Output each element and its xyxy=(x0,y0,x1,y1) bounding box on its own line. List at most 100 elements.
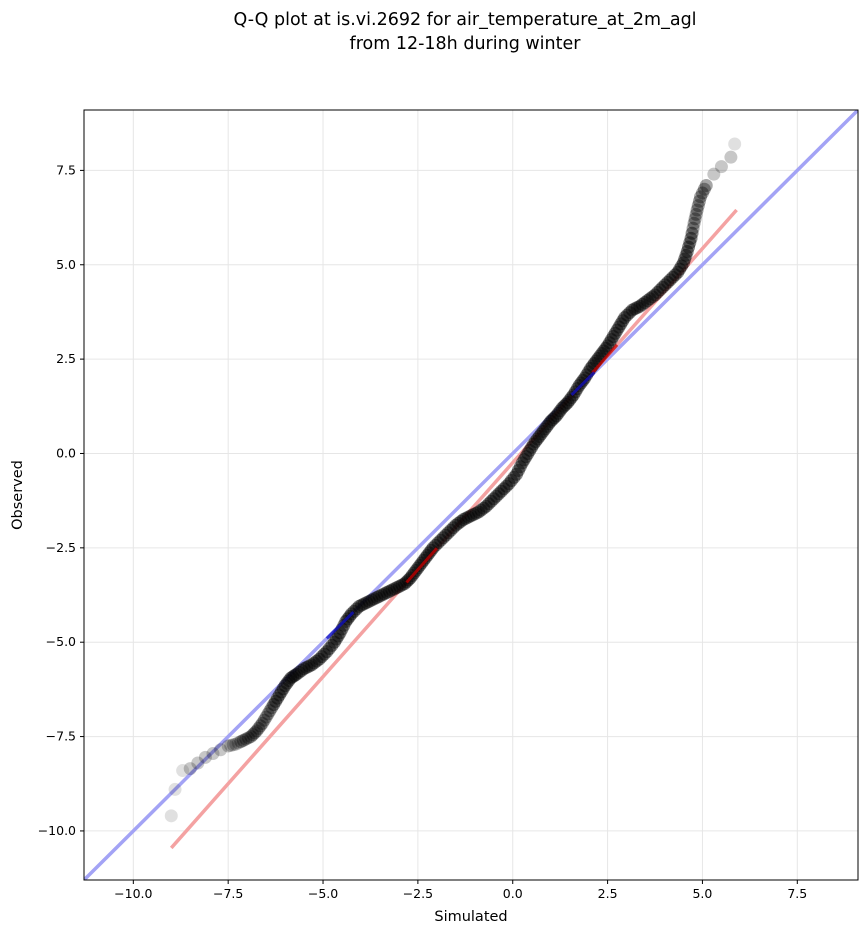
qq-point xyxy=(604,333,618,347)
qq-point xyxy=(362,594,376,608)
qq-point xyxy=(322,641,336,655)
qq-point xyxy=(377,587,391,601)
y-tick-label: 0.0 xyxy=(56,445,76,460)
qq-point xyxy=(521,446,535,460)
qq-point xyxy=(661,275,675,289)
qq-point xyxy=(561,396,575,410)
chart-title-line-1: Q-Q plot at is.vi.2692 for air_temperatu… xyxy=(233,10,696,30)
qq-point xyxy=(675,259,689,273)
qq-point xyxy=(494,484,508,498)
qq-point xyxy=(635,297,649,311)
qq-point xyxy=(620,308,634,322)
qq-point xyxy=(510,467,524,481)
qq-point xyxy=(267,697,281,711)
qq-point xyxy=(549,409,563,423)
qq-point xyxy=(517,453,531,467)
qq-point xyxy=(502,477,516,491)
qq-point xyxy=(623,306,637,320)
y-tick-label: −2.5 xyxy=(46,540,76,555)
y-axis-ticks: −10.0 −7.5 −5.0 −2.5 0.0 2.5 5.0 7.5 xyxy=(38,162,84,838)
qq-point xyxy=(614,317,628,331)
qq-point xyxy=(692,194,706,208)
qq-point xyxy=(507,470,521,484)
qq-point xyxy=(234,735,248,749)
y-tick-label: 5.0 xyxy=(56,257,76,272)
qq-point xyxy=(574,376,588,390)
qq-point xyxy=(315,650,329,664)
qq-point xyxy=(454,514,468,528)
qq-point xyxy=(678,252,692,266)
qq-point xyxy=(724,150,738,164)
qq-point xyxy=(441,526,455,540)
qq-point xyxy=(305,658,319,672)
qq-point xyxy=(329,632,343,646)
qq-point xyxy=(272,688,286,702)
y-tick-label: −5.0 xyxy=(46,634,76,649)
qq-point xyxy=(302,659,316,673)
qq-point xyxy=(295,664,309,678)
qq-point xyxy=(289,667,303,681)
x-tick-label: 5.0 xyxy=(692,886,712,901)
qq-point xyxy=(663,273,677,287)
qq-point xyxy=(372,589,386,603)
qq-point xyxy=(688,212,702,226)
qq-point xyxy=(263,704,277,718)
qq-point xyxy=(206,747,220,761)
qq-point xyxy=(576,374,590,388)
qq-point xyxy=(515,456,529,470)
qq-point xyxy=(464,509,478,523)
y-tick-label: −7.5 xyxy=(46,729,76,744)
qq-point xyxy=(499,479,513,493)
qq-point xyxy=(183,762,197,776)
qq-point xyxy=(250,724,264,738)
qq-point xyxy=(489,489,503,503)
qq-point xyxy=(229,737,243,751)
qq-point xyxy=(255,716,269,730)
qq-point xyxy=(385,583,399,597)
x-tick-label: −5.0 xyxy=(308,886,338,901)
x-axis-label: Simulated xyxy=(434,909,507,925)
line-overlays xyxy=(325,343,619,640)
qq-point xyxy=(477,501,491,515)
qq-point xyxy=(380,586,394,600)
qq-point xyxy=(699,178,713,192)
y-tick-label: −10.0 xyxy=(38,823,76,838)
qq-point xyxy=(265,701,279,715)
qq-point xyxy=(393,579,407,593)
qq-point xyxy=(176,764,190,778)
qq-point xyxy=(690,203,704,217)
qq-point xyxy=(529,435,542,449)
qq-point xyxy=(226,738,240,752)
lines xyxy=(84,110,858,880)
qq-point xyxy=(653,283,667,297)
qq-point xyxy=(241,731,255,745)
qq-point xyxy=(274,685,288,699)
qq-point xyxy=(497,482,511,496)
qq-point xyxy=(640,294,654,308)
qq-point xyxy=(694,190,708,204)
qq-point xyxy=(628,302,642,316)
qq-point xyxy=(534,427,548,441)
qq-point xyxy=(544,414,558,428)
qq-point xyxy=(606,329,620,343)
qq-point xyxy=(645,290,659,304)
grid xyxy=(84,110,858,880)
x-tick-label: 0.0 xyxy=(503,886,523,901)
qq-point xyxy=(683,236,697,250)
qq-point xyxy=(271,691,284,705)
qq-point xyxy=(643,292,657,306)
y-tick-label: 2.5 xyxy=(56,351,76,366)
qq-point xyxy=(523,443,537,457)
qq-point xyxy=(221,739,235,753)
qq-point xyxy=(682,240,696,254)
qq-point xyxy=(459,511,473,525)
qq-point xyxy=(513,460,527,474)
qq-point xyxy=(261,707,275,721)
chart-title-line-2: from 12-18h during winter xyxy=(350,34,582,54)
qq-point xyxy=(469,506,483,520)
qq-point xyxy=(618,311,632,325)
qq-point xyxy=(467,508,481,522)
qq-point xyxy=(461,510,475,524)
qq-point xyxy=(387,582,401,596)
